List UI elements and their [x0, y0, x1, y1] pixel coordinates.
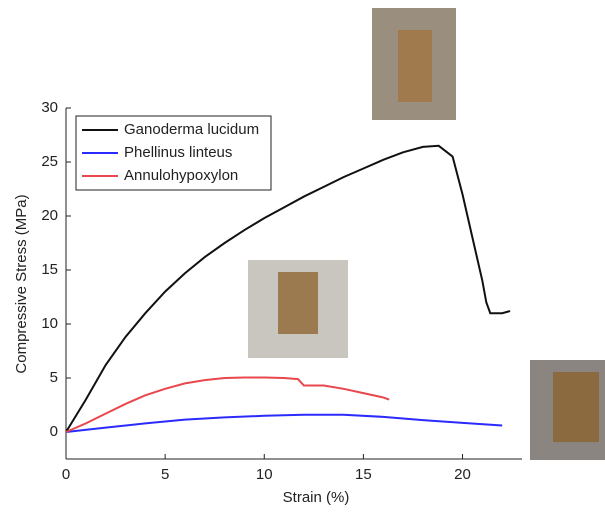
y-tick-label: 20: [41, 207, 58, 224]
chart: Strain (%) Compressive Stress (MPa) 0 5 10…: [0, 0, 605, 518]
line: [66, 415, 502, 432]
y-tick-label: 15: [41, 261, 58, 278]
y-tick-label: 0: [50, 423, 58, 440]
y-axis-label: Compressive Stress (MPa): [13, 194, 30, 373]
x-tick-label: 15: [355, 466, 372, 483]
x-tick-label: 5: [161, 466, 169, 483]
y-tick-label: 25: [41, 153, 58, 170]
y-tick-label: 30: [41, 99, 58, 116]
x-axis-label: Strain (%): [283, 489, 350, 506]
x-tick-label: 10: [256, 466, 273, 483]
y-tick-label: 5: [50, 369, 58, 386]
photo-sample: [553, 372, 599, 442]
photo-sample: [398, 30, 432, 102]
legend-label: Phellinus linteus: [124, 144, 232, 161]
line: [66, 377, 389, 432]
x-tick-label: 0: [62, 466, 70, 483]
x-tick-label: 20: [454, 466, 471, 483]
photo-sample: [278, 272, 318, 334]
y-tick-label: 10: [41, 315, 58, 332]
legend-label: Ganoderma lucidum: [124, 121, 259, 138]
legend-label: Annulohypoxylon: [124, 167, 238, 184]
